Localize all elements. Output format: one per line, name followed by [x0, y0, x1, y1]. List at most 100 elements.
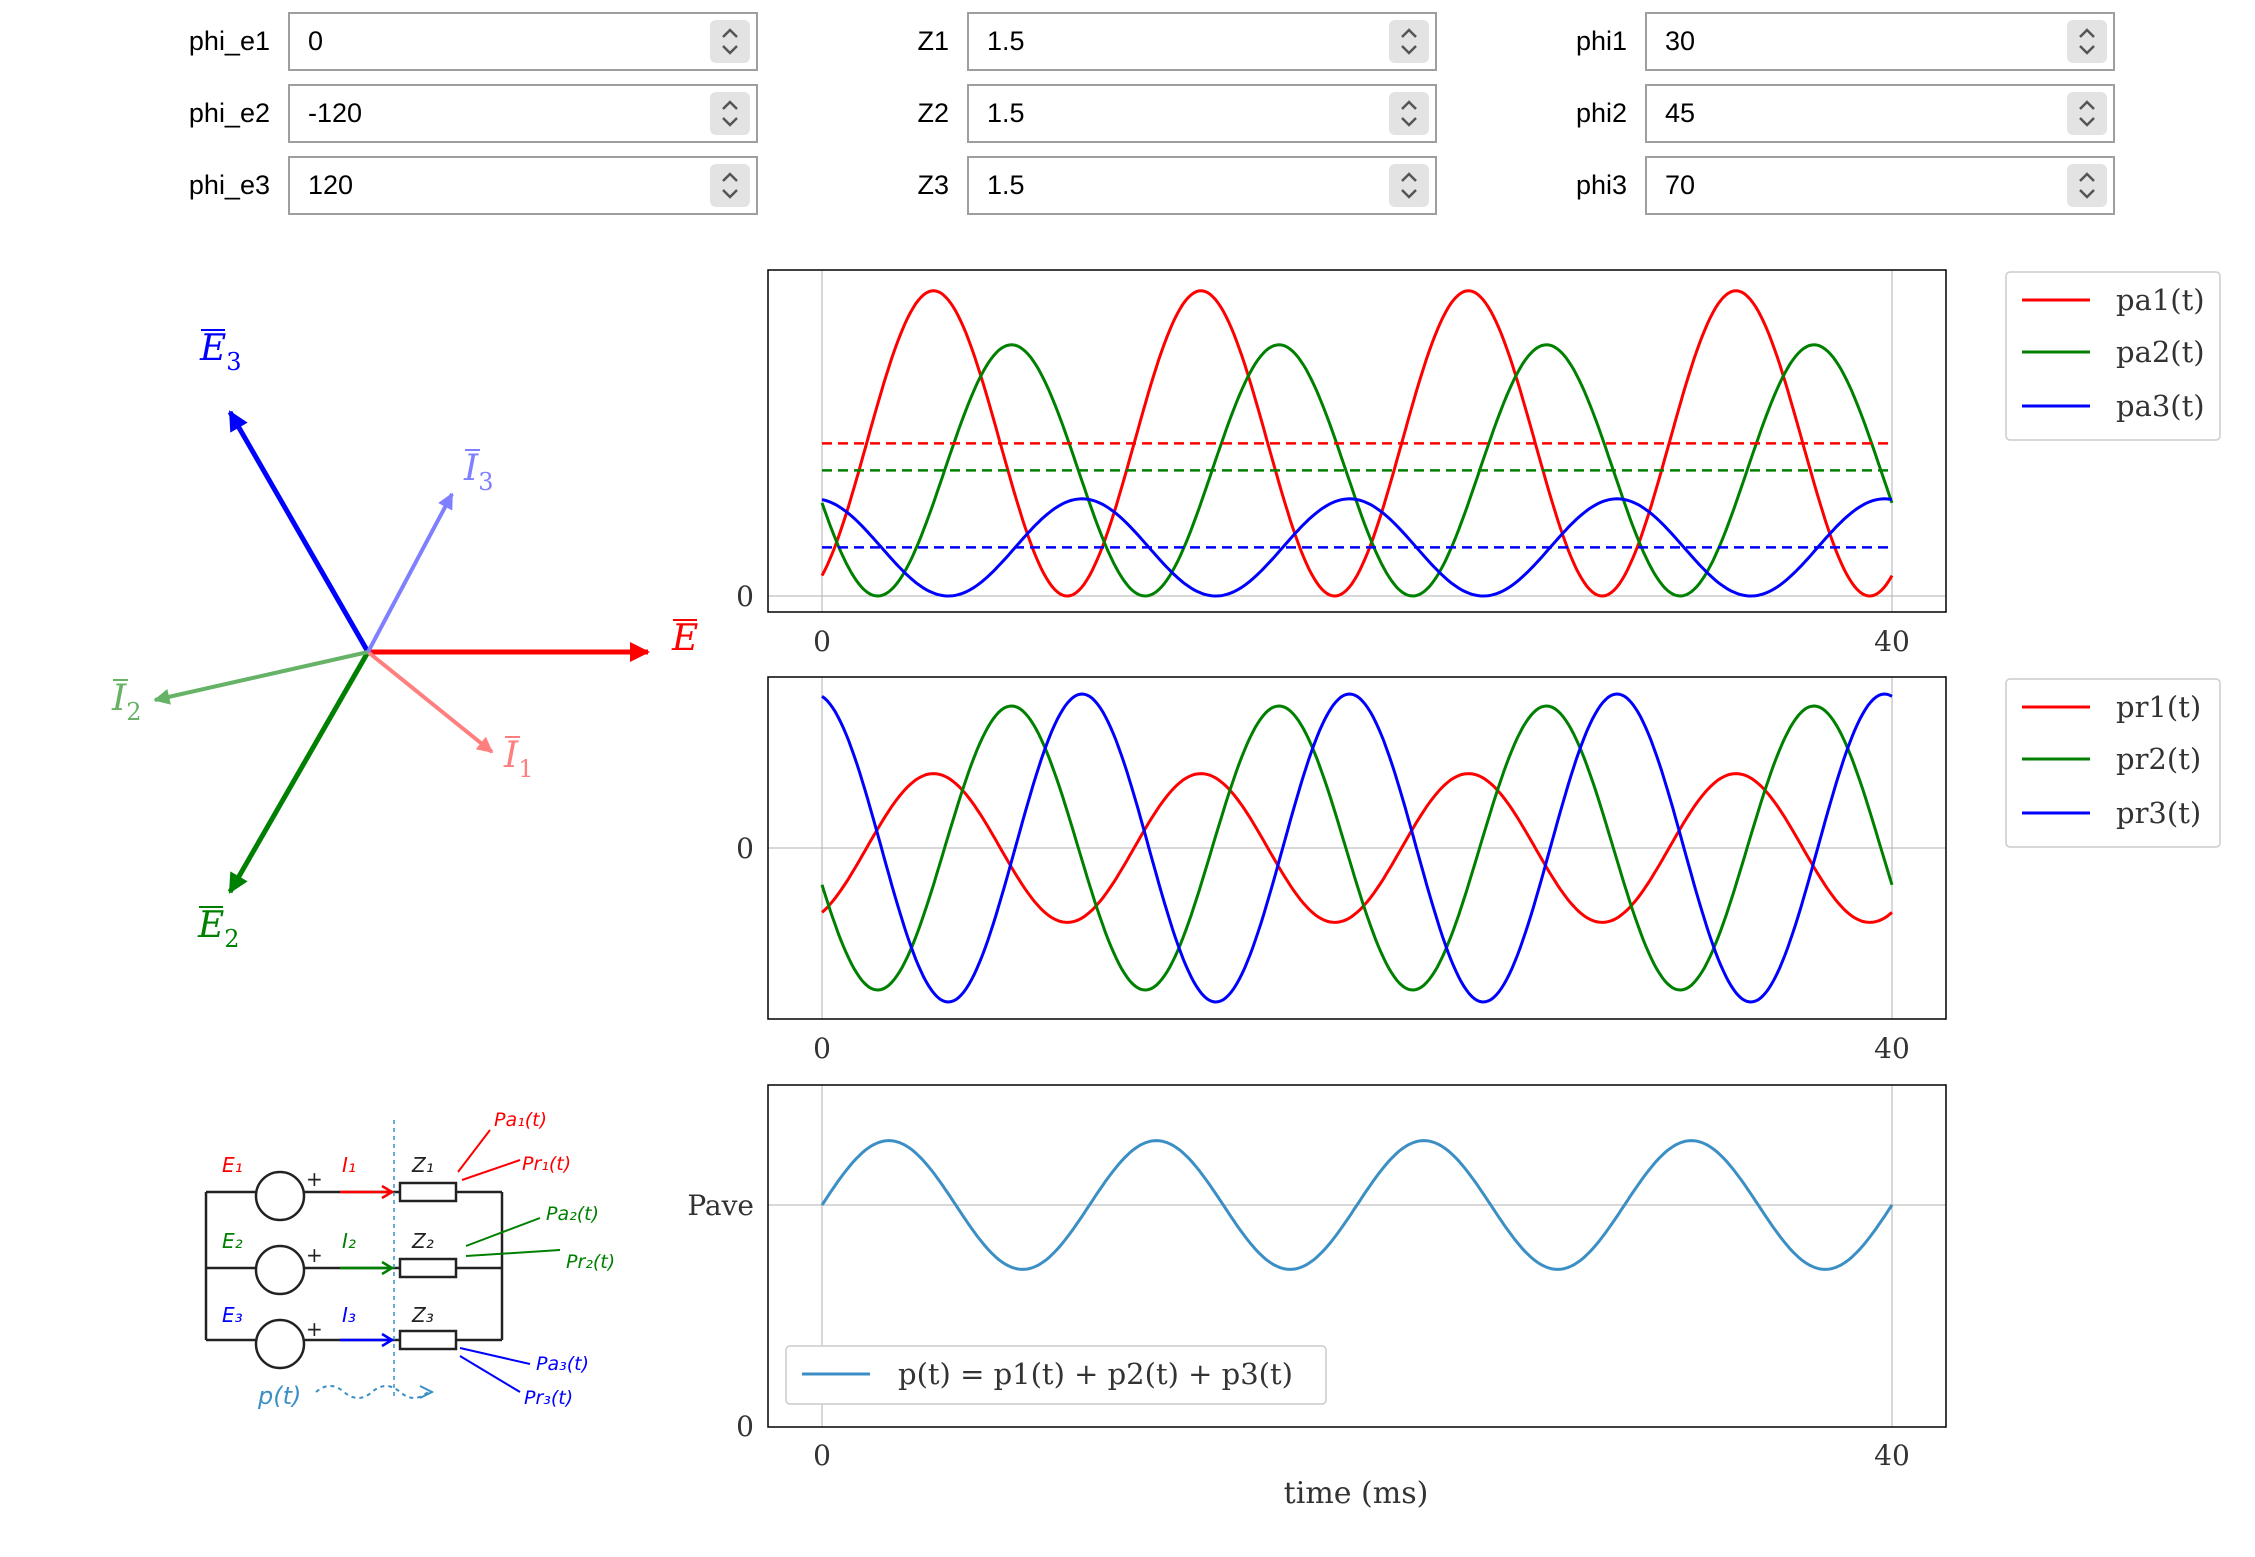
- phi-e1-label: phi_e1: [188, 26, 270, 56]
- circuit-label-pr1: Pr₁(t): [522, 1153, 571, 1175]
- pr-ytick-0: 0: [736, 832, 754, 865]
- z2-input[interactable]: 1.5: [967, 84, 1437, 143]
- phi-e2-value: -120: [308, 98, 363, 128]
- p-legend: p(t) = p1(t) + p2(t) + p3(t): [785, 1345, 1327, 1405]
- phi-e1-input[interactable]: 0: [288, 12, 758, 71]
- phi1-input[interactable]: 30: [1645, 12, 2115, 71]
- z2-spinner[interactable]: [1389, 92, 1429, 135]
- phi2-spinner[interactable]: [2067, 92, 2107, 135]
- circuit-label-i1: I₁: [342, 1153, 356, 1177]
- phi-e3-label: phi_e3: [188, 170, 270, 200]
- pa-series-line-3: [821, 497, 1893, 598]
- circuit-label-z2: Z₂: [411, 1229, 434, 1253]
- power-flow-arrowhead: [419, 1385, 435, 1399]
- pa2-arrow: [465, 1217, 541, 1247]
- circuit-label-pr2: Pr₂(t): [566, 1251, 615, 1273]
- p-xtick-40: 40: [1874, 1439, 1910, 1472]
- current-arrowhead-3: [381, 1332, 395, 1348]
- pr-legend-box: [2005, 678, 2221, 848]
- phasor-e3: [227, 410, 371, 654]
- plus-sign-1: +: [306, 1167, 323, 1191]
- z1-spinner[interactable]: [1389, 20, 1429, 63]
- phi3-label: phi3: [1575, 170, 1627, 200]
- plus-sign-3: +: [306, 1317, 323, 1341]
- phi1-spinner[interactable]: [2067, 20, 2107, 63]
- pr3-arrow: [459, 1355, 521, 1393]
- pa-xtick-40: 40: [1874, 625, 1910, 658]
- pa-legend-label-2: pa2(t): [2116, 335, 2205, 369]
- phi2-input[interactable]: 45: [1645, 84, 2115, 143]
- p-xlabel: time (ms): [1284, 1476, 1429, 1511]
- pr-series-line-1: [821, 772, 1893, 924]
- pr-series-line-3: [821, 692, 1893, 1004]
- pa-legend-label-1: pa1(t): [2116, 283, 2205, 317]
- circuit-label-pr3: Pr₃(t): [524, 1387, 573, 1409]
- active-power-chart: 0 40 0 pa1(t) pa2(t) pa3(t): [736, 269, 2221, 658]
- phi2-value: 45: [1665, 98, 1696, 128]
- label-e2: E2: [197, 905, 240, 953]
- phi-e2-spinner[interactable]: [710, 92, 750, 135]
- total-power-chart: 0 40 0 Pave time (ms) p(t) = p1(t) + p2(…: [687, 1084, 1947, 1511]
- phi-e2-input[interactable]: -120: [288, 84, 758, 143]
- label-e3: E3: [199, 328, 242, 376]
- label-i3: I3: [463, 448, 494, 496]
- phi-e3-value: 120: [308, 170, 354, 200]
- pr-xtick-0: 0: [813, 1032, 831, 1065]
- plus-sign-2: +: [306, 1243, 323, 1267]
- pa-xtick-0: 0: [813, 625, 831, 658]
- circuit-label-pa3: Pa₃(t): [536, 1353, 589, 1375]
- circuit-label-pa2: Pa₂(t): [546, 1203, 599, 1225]
- circuit-wiring: [204, 1170, 504, 1370]
- p-xtick-0: 0: [813, 1439, 831, 1472]
- z3-spinner[interactable]: [1389, 164, 1429, 207]
- circuit-label-e2: E₂: [222, 1229, 243, 1253]
- pr-legend-label-2: pr2(t): [2116, 742, 2201, 776]
- pr-chart-frame: [767, 676, 1947, 1020]
- z3-input[interactable]: 1.5: [967, 156, 1437, 215]
- phi2-label: phi2: [1575, 98, 1627, 128]
- pr-chart-gridlines: [768, 677, 1946, 1019]
- z1-value: 1.5: [987, 26, 1025, 56]
- circuit-label-i3: I₃: [342, 1303, 356, 1327]
- phi-e1-spinner[interactable]: [710, 20, 750, 63]
- p-series-group: [820, 1139, 1894, 1271]
- phi-e3-spinner[interactable]: [710, 164, 750, 207]
- z1-label: Z1: [917, 26, 949, 56]
- phi1-value: 30: [1665, 26, 1696, 56]
- pa-series-line-2: [820, 343, 1894, 598]
- pr-legend-label-3: pr3(t): [2116, 796, 2201, 830]
- phasor-i1: [366, 650, 494, 754]
- circuit-label-z1: Z₁: [411, 1153, 434, 1177]
- pa3-arrow: [459, 1347, 531, 1365]
- phasor-diagram: E1 E2 E3 I1 I2 I3: [111, 328, 700, 953]
- pr-legend: pr1(t) pr2(t) pr3(t): [2005, 678, 2221, 848]
- current-arrowhead-2: [381, 1260, 395, 1276]
- circuit-label-i2: I₂: [342, 1229, 356, 1253]
- pa-legend-box: [2005, 271, 2221, 441]
- circuit-label-e3: E₃: [222, 1303, 243, 1327]
- pa-chart-frame: [767, 269, 1947, 613]
- circuit-sketch: + + + E₁ I₁ Z₁ Pa₁(t) Pr₁(t) E₂ I₂ Z₂ Pa…: [204, 1109, 615, 1410]
- pa-legend-label-3: pa3(t): [2116, 389, 2205, 423]
- pa-legend: pa1(t) pa2(t) pa3(t): [2005, 271, 2221, 441]
- z1-input[interactable]: 1.5: [967, 12, 1437, 71]
- pr-series-group: [820, 692, 1894, 1004]
- phi3-input[interactable]: 70: [1645, 156, 2115, 215]
- current-arrowhead-1: [381, 1184, 395, 1200]
- phasor-e2: [227, 650, 371, 894]
- phi1-label: phi1: [1575, 26, 1627, 56]
- z2-value: 1.5: [987, 98, 1025, 128]
- phi-e3-input[interactable]: 120: [288, 156, 758, 215]
- circuit-label-p: p(t): [257, 1382, 301, 1410]
- phi3-spinner[interactable]: [2067, 164, 2107, 207]
- label-e1: E1: [671, 618, 700, 666]
- z3-label: Z3: [917, 170, 949, 200]
- pa-ytick-0: 0: [736, 580, 754, 613]
- label-i2: I2: [111, 678, 142, 726]
- pr1-arrow: [461, 1159, 521, 1181]
- p-series-line-1: [820, 1139, 1894, 1271]
- z3-value: 1.5: [987, 170, 1025, 200]
- phasor-i2: [153, 650, 369, 705]
- p-legend-box: [785, 1345, 1327, 1405]
